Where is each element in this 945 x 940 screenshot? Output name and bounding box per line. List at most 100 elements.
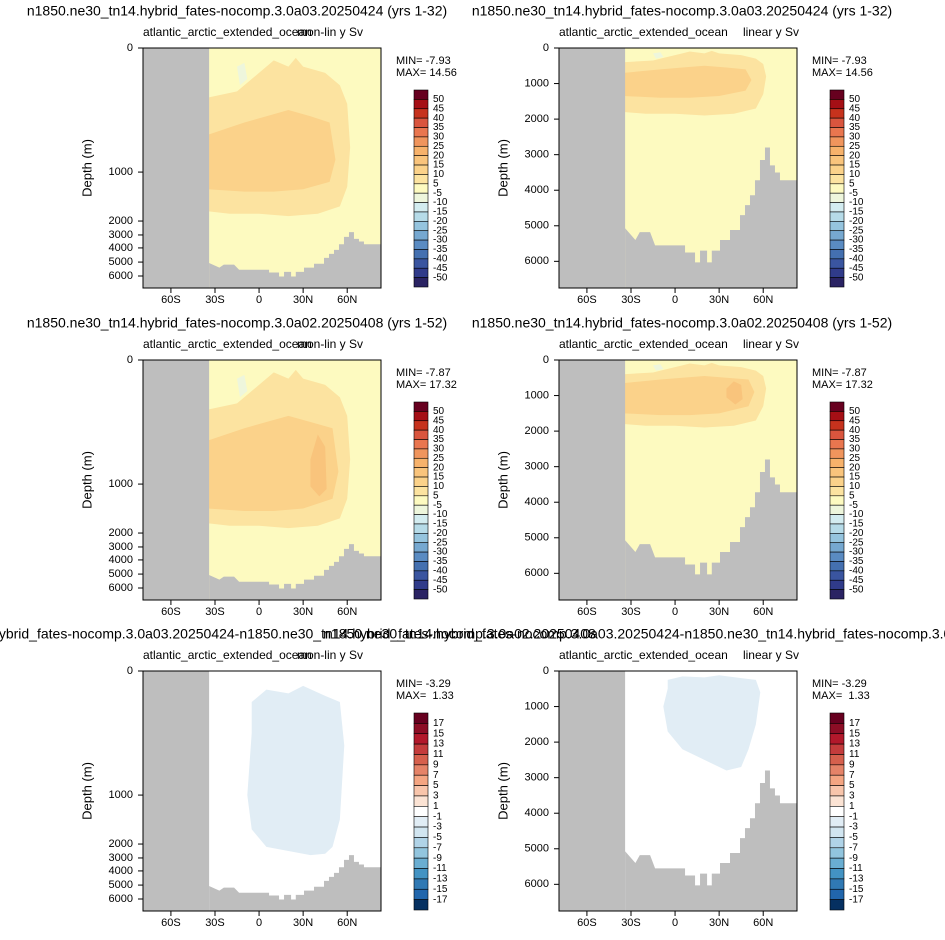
- x-tick-label: 0: [672, 917, 678, 929]
- colorbar-box: [829, 258, 845, 269]
- colorbar-box: [413, 183, 429, 194]
- colorbar-box: [829, 868, 845, 880]
- y-tick-label: 5000: [525, 220, 549, 232]
- contour-region: [653, 364, 664, 371]
- y-tick-label: 2000: [525, 736, 549, 748]
- colorbar-label: 20: [849, 150, 861, 161]
- y-tick-label: 1000: [109, 789, 133, 801]
- x-tick-label: 0: [672, 294, 678, 306]
- plot-frame: [142, 670, 382, 912]
- y-tick-label: 0: [543, 354, 549, 366]
- colorbar-label: -13: [849, 874, 864, 885]
- colorbar-box: [413, 514, 429, 525]
- colorbar-box: [413, 439, 429, 450]
- colorbar-label: -50: [433, 272, 448, 283]
- colorbar-label: -15: [433, 884, 448, 895]
- land-mask: [625, 770, 797, 911]
- colorbar-label: 17: [433, 718, 445, 729]
- colorbar-label: -5: [849, 832, 858, 843]
- contour-region: [207, 415, 339, 512]
- colorbar-box: [413, 267, 429, 278]
- land-mask: [143, 360, 210, 600]
- x-tick-label: 30N: [293, 917, 313, 929]
- y-tick-label: 0: [127, 354, 133, 366]
- colorbar-box: [829, 174, 845, 185]
- colorbar-box: [829, 192, 845, 203]
- colorbar-label: 25: [433, 141, 445, 152]
- colorbar-label: 30: [849, 132, 861, 143]
- colorbar-box: [413, 806, 429, 817]
- land-mask: [625, 459, 797, 600]
- colorbar-label: 5: [849, 490, 855, 501]
- colorbar-label: 9: [849, 759, 855, 770]
- y-tick-label: 0: [127, 665, 133, 677]
- colorbar-label: 7: [433, 770, 439, 781]
- colorbar-box: [413, 868, 429, 880]
- x-tick-label: 30N: [293, 606, 313, 618]
- y-tick-label: 1000: [525, 77, 549, 89]
- x-tick-label: 0: [672, 606, 678, 618]
- y-tick-label: 1000: [525, 700, 549, 712]
- colorbar-box: [829, 411, 845, 422]
- plot-area: [559, 671, 797, 911]
- colorbar-box: [829, 495, 845, 506]
- colorbar-box: [413, 127, 429, 138]
- colorbar-label: -45: [849, 575, 864, 586]
- colorbar-label: -1: [433, 811, 442, 822]
- colorbar-box: [413, 258, 429, 269]
- colorbar-box: [413, 457, 429, 468]
- x-tick-label: 60S: [161, 606, 181, 618]
- y-tick-label: 0: [127, 42, 133, 54]
- colorbar-label: -10: [849, 509, 864, 520]
- x-tick-label: 30N: [709, 606, 729, 618]
- colorbar-label: -40: [849, 565, 864, 576]
- subtitle-right: mon-lin y Sv: [297, 337, 363, 351]
- colorbar-label: 25: [433, 453, 445, 464]
- colorbar-label: 11: [433, 749, 444, 760]
- colorbar-box: [413, 551, 429, 562]
- contour-region: [623, 65, 752, 98]
- plot-area: [559, 48, 797, 288]
- min-max-label: MIN= -7.87: [396, 367, 451, 379]
- plot-area: [143, 48, 381, 288]
- colorbar-box: [829, 136, 845, 147]
- colorbar-label: 3: [433, 791, 439, 802]
- colorbar-box: [413, 174, 429, 185]
- colorbar-label: 35: [433, 434, 445, 445]
- colorbar-box: [829, 712, 845, 724]
- colorbar-label: 50: [849, 94, 861, 105]
- colorbar-label: 25: [849, 141, 861, 152]
- colorbar-box: [413, 523, 429, 534]
- colorbar-label: -15: [849, 207, 864, 218]
- y-tick-label: 2000: [109, 838, 133, 850]
- colorbar-label: -13: [433, 874, 448, 885]
- colorbar-box: [413, 533, 429, 544]
- y-axis-label: Depth (m): [79, 451, 94, 509]
- y-tick-label: 2000: [525, 425, 549, 437]
- x-tick-label: 60N: [753, 606, 773, 618]
- y-tick-label: 2000: [109, 215, 133, 227]
- colorbar-label: -3: [433, 822, 442, 833]
- colorbar-box: [413, 888, 429, 900]
- colorbar-label: -20: [433, 216, 448, 227]
- min-max-label: MAX= 17.32: [396, 379, 457, 391]
- colorbar-box: [829, 899, 845, 911]
- panel-title: n1850.ne30_tn14.hybrid_fates-nocomp.3.0a…: [27, 315, 447, 331]
- land-mask: [209, 232, 381, 288]
- colorbar-label: 10: [849, 169, 861, 180]
- colorbar-box: [829, 523, 845, 534]
- plot-frame: [558, 359, 798, 601]
- x-tick-label: 60S: [161, 294, 181, 306]
- colorbar-box: [413, 754, 429, 766]
- colorbar-label: 35: [849, 122, 861, 133]
- colorbar-label: -30: [849, 235, 864, 246]
- colorbar-label: -5: [849, 500, 858, 511]
- colorbar-label: -15: [433, 519, 448, 530]
- contour-region: [663, 675, 761, 771]
- colorbar-box: [413, 774, 429, 786]
- min-max-label: MIN= -7.93: [396, 55, 451, 67]
- plot-frame: [558, 47, 798, 289]
- colorbar-box: [413, 401, 429, 412]
- y-tick-label: 3000: [525, 772, 549, 784]
- subtitle-right: mon-lin y Sv: [297, 25, 363, 39]
